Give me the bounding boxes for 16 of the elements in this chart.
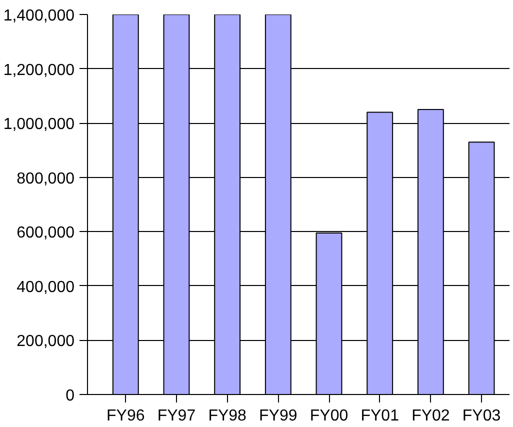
y-tick-label: 200,000: [16, 333, 75, 350]
y-tick-label: 400,000: [16, 278, 75, 296]
x-tick-label: FY00: [310, 408, 348, 424]
x-tick-label: FY01: [360, 408, 400, 424]
y-tick-label: 0: [66, 388, 75, 404]
y-tick-label: 1,200,000: [3, 62, 75, 79]
y-tick-label: 800,000: [16, 170, 75, 188]
y-tick-label: 1,400,000: [3, 8, 75, 24]
y-tick-label: 600,000: [16, 224, 75, 242]
x-tick-label: FY98: [208, 408, 247, 424]
x-tick-label: FY99: [259, 408, 298, 424]
y-tick-label: 1,000,000: [3, 116, 75, 134]
x-tick-label: FY97: [157, 408, 196, 424]
x-tick-label: FY02: [412, 408, 450, 424]
x-tick-label: FY03: [462, 408, 501, 424]
x-tick-label: FY96: [106, 408, 145, 424]
